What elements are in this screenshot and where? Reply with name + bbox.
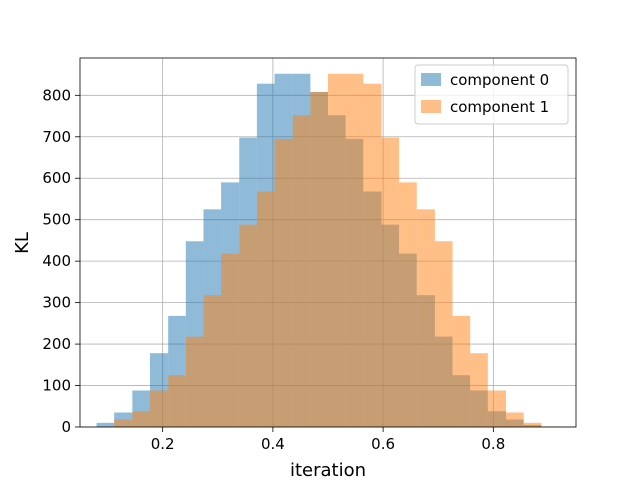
legend-frame — [414, 64, 569, 125]
histogram-bar-component-1 — [203, 295, 222, 427]
histogram-bar-component-1 — [310, 91, 328, 428]
histogram-bar-component-1 — [487, 390, 507, 427]
histogram-bar-component-1 — [506, 412, 524, 427]
histogram-bar-component-1 — [132, 411, 150, 427]
legend-label-component-1: component 1 — [450, 98, 549, 116]
y-tick-label: 100 — [42, 377, 71, 395]
histogram-bar-component-0 — [96, 422, 115, 427]
histogram-bar-component-1 — [416, 209, 435, 427]
x-tick-label: 0.8 — [481, 435, 505, 453]
histogram-bar-component-1 — [149, 390, 169, 427]
histogram-bar-component-1 — [239, 224, 257, 427]
legend-swatch-component-0 — [421, 73, 441, 86]
histogram-bar-component-1 — [470, 353, 488, 427]
y-tick-label: 800 — [42, 86, 71, 104]
x-axis-title: iteration — [290, 460, 366, 480]
x-tick-label: 0.6 — [371, 435, 395, 453]
y-tick-label: 300 — [42, 294, 71, 312]
y-tick-label: 500 — [42, 211, 71, 229]
legend-swatch-component-1 — [421, 100, 441, 113]
plot-frame — [79, 57, 577, 428]
histogram-bar-component-1 — [523, 422, 542, 427]
histogram-bar-component-1 — [345, 73, 364, 427]
histogram-bar-component-1 — [168, 375, 186, 427]
histogram-bars — [96, 73, 560, 428]
legend: component 0 component 1 — [414, 64, 569, 125]
histogram-bar-component-1 — [328, 73, 346, 427]
legend-label-component-0: component 0 — [450, 71, 549, 89]
histogram-bar-component-1 — [381, 137, 400, 427]
y-tick-label: 0 — [61, 418, 71, 436]
histogram-bar-component-1 — [399, 182, 417, 427]
histogram-bar-component-1 — [114, 419, 133, 427]
x-tick-label: 0.2 — [151, 435, 175, 453]
x-tick-label: 0.4 — [261, 435, 285, 453]
histogram-bar-component-1 — [274, 138, 293, 427]
histogram-bar-component-1 — [363, 83, 382, 427]
histogram-bar-component-1 — [256, 191, 275, 427]
histogram-bar-component-1 — [452, 315, 471, 427]
histogram-bar-component-1 — [292, 115, 311, 427]
axis-ticks: 0.2 0.4 0.6 0.8 0 100 200 300 400 500 600 700 800 — [42, 86, 505, 453]
series-component-1 — [96, 73, 560, 428]
histogram-bar-component-1 — [221, 253, 240, 427]
histogram-bar-component-1 — [185, 336, 204, 427]
y-tick-label: 700 — [42, 128, 71, 146]
y-tick-label: 600 — [42, 169, 71, 187]
histogram-bar-component-1 — [434, 241, 453, 427]
y-tick-label: 400 — [42, 252, 71, 270]
y-axis-title: KL — [12, 232, 33, 254]
y-tick-label: 200 — [42, 335, 71, 353]
